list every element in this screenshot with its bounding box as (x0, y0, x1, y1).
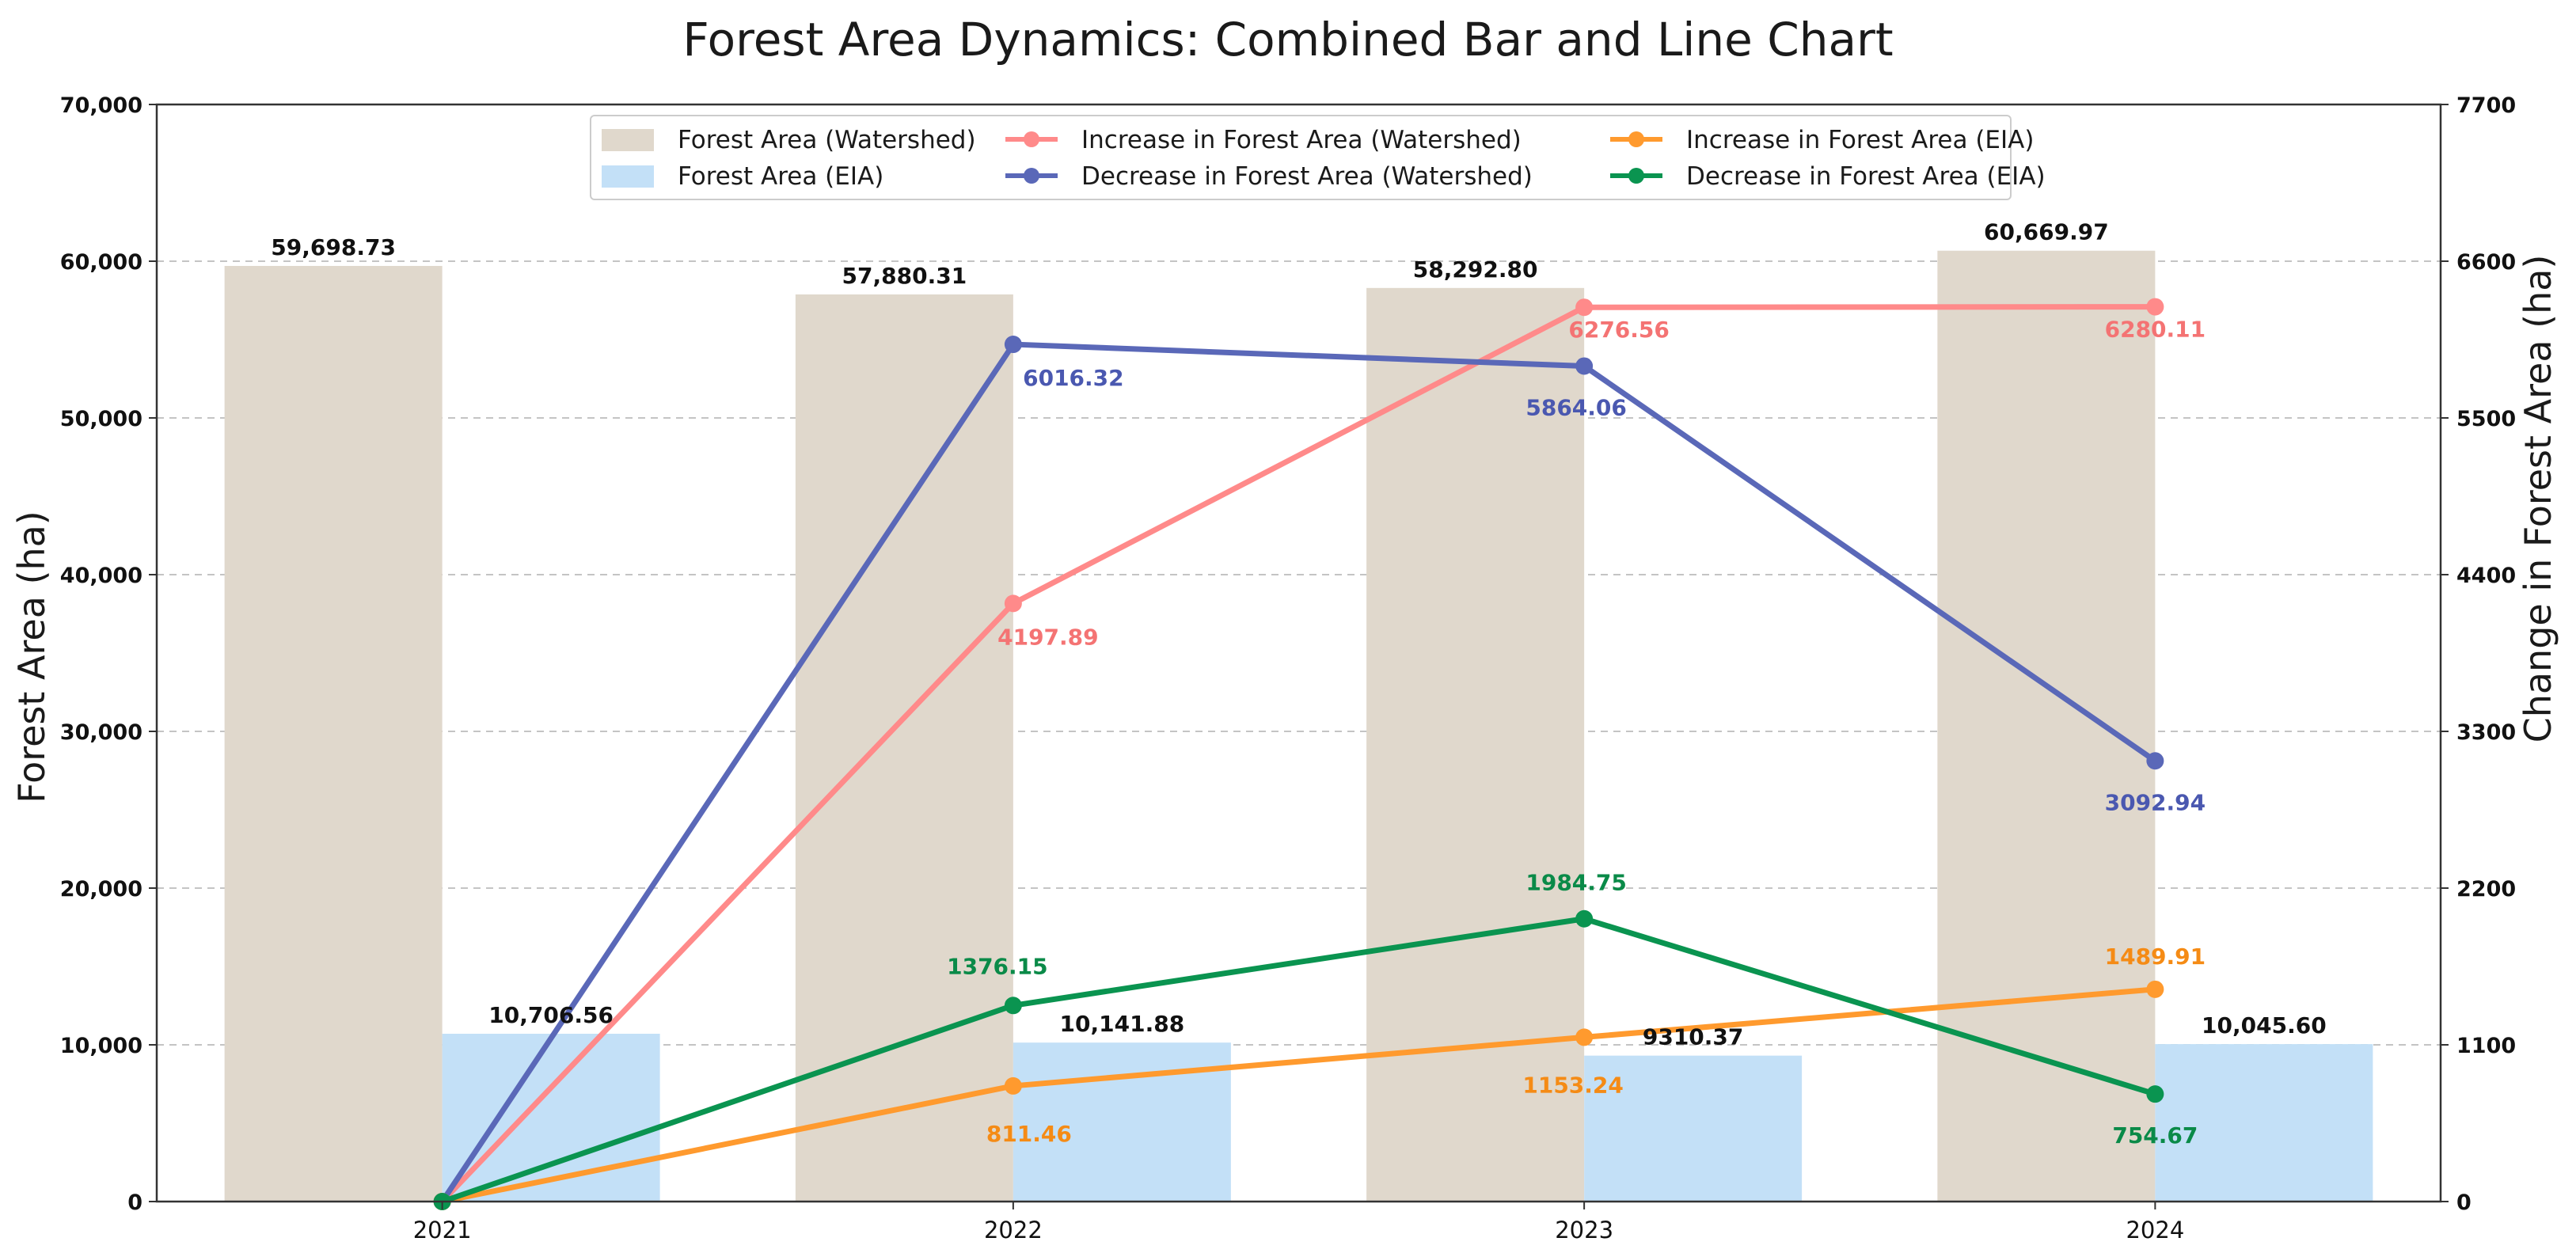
bar-value-label: 9310.37 (1643, 1024, 1744, 1050)
y-left-tick-label: 0 (127, 1190, 142, 1215)
series-point (2146, 752, 2164, 770)
y-left-tick-label: 50,000 (60, 407, 142, 431)
x-tick-label: 2021 (413, 1217, 472, 1244)
y-right-tick-label: 4400 (2456, 564, 2516, 588)
series-point (1004, 997, 1022, 1015)
series-line (441, 916, 2156, 1205)
bar-value-label: 58,292.80 (1413, 256, 1538, 283)
point-value-label: 6276.56 (1568, 317, 1670, 343)
point-value-label: 6016.32 (1023, 365, 1124, 391)
y-axis-left-title: Forest Area (ha) (10, 511, 53, 803)
legend-swatch (602, 129, 654, 151)
x-tick-label: 2024 (2126, 1217, 2184, 1244)
bar-value-label: 60,669.97 (1984, 219, 2109, 245)
y-left-tick-label: 10,000 (60, 1034, 142, 1058)
data-labels: 59,698.73 57,880.31 58,292.80 60,669.97 10,7… (271, 219, 2326, 1149)
series-point (2146, 980, 2164, 998)
legend-swatch-marker (1628, 168, 1644, 184)
bar (1584, 1055, 1803, 1202)
point-value-label: 3092.94 (2105, 789, 2206, 815)
legend-label: Decrease in Forest Area (EIA) (1686, 162, 2046, 191)
y-right-tick-label: 5500 (2456, 407, 2516, 431)
plot-frame (155, 103, 2442, 1203)
bar-value-label: 10,141.88 (1060, 1011, 1185, 1037)
y-right-tick-label: 6600 (2456, 250, 2516, 275)
series-point (1004, 336, 1022, 354)
series-point (1575, 357, 1594, 375)
series-point (1575, 909, 1594, 928)
bar-value-label: 10,706.56 (488, 1002, 614, 1028)
legend-swatch (602, 165, 654, 188)
series-point (2146, 298, 2164, 316)
point-value-label: 1984.75 (1525, 870, 1627, 896)
point-value-label: 1376.15 (947, 953, 1048, 979)
series-point (1004, 594, 1022, 613)
y-axis-right-title: Change in Forest Area (ha) (2517, 255, 2559, 743)
series-point (1575, 298, 1594, 317)
y-left-tick-label: 30,000 (60, 720, 142, 745)
bar (2155, 1044, 2373, 1202)
point-value-label: 1489.91 (2105, 944, 2206, 970)
bar (224, 265, 443, 1202)
series-point (2146, 1085, 2164, 1103)
y-right-tick-label: 0 (2456, 1190, 2472, 1215)
x-tick-label: 2023 (1555, 1217, 1613, 1244)
legend-label: Decrease in Forest Area (Watershed) (1081, 162, 1533, 191)
legend-box (590, 115, 2012, 200)
series-line (440, 304, 2156, 1204)
point-value-label: 754.67 (2112, 1122, 2198, 1149)
bar (442, 1034, 660, 1202)
series-line (439, 341, 2157, 1203)
legend-label: Forest Area (Watershed) (678, 126, 976, 154)
bar-value-label: 57,880.31 (842, 263, 967, 289)
lines (433, 298, 2164, 1210)
bar (1366, 287, 1585, 1202)
legend-swatch-marker (1024, 131, 1039, 147)
y-right-tick-label: 3300 (2456, 720, 2516, 745)
y-left-tick-label: 60,000 (60, 250, 142, 275)
legend: Forest Area (Watershed) Forest Area (EIA)… (590, 115, 2046, 200)
axes: 0 10,000 20,000 30,000 40,000 50,000 60,000 70,… (60, 93, 2516, 1244)
series-point (1004, 1076, 1022, 1095)
bar (795, 294, 1013, 1202)
point-value-label: 1153.24 (1522, 1072, 1624, 1098)
y-right-tick-label: 1100 (2456, 1034, 2516, 1058)
legend-label: Increase in Forest Area (Watershed) (1081, 126, 1522, 154)
y-left-tick-label: 40,000 (60, 564, 142, 588)
bar-value-label: 10,045.60 (2202, 1012, 2327, 1038)
point-value-label: 5864.06 (1525, 394, 1627, 420)
point-value-label: 811.46 (986, 1121, 1072, 1147)
bar-value-label: 59,698.73 (271, 234, 396, 260)
y-right-tick-label: 7700 (2456, 93, 2516, 118)
legend-swatch-marker (1024, 168, 1039, 184)
x-tick-label: 2022 (984, 1217, 1043, 1244)
y-left-tick-label: 20,000 (60, 877, 142, 902)
y-left-tick-label: 70,000 (60, 93, 142, 118)
legend-swatch-marker (1628, 131, 1644, 147)
point-value-label: 4197.89 (997, 624, 1099, 650)
y-right-tick-label: 2200 (2456, 877, 2516, 902)
legend-label: Forest Area (EIA) (678, 162, 883, 191)
legend-label: Increase in Forest Area (EIA) (1686, 126, 2034, 154)
series-point (1575, 1028, 1594, 1046)
point-value-label: 6280.11 (2105, 317, 2206, 343)
series-line (441, 986, 2156, 1205)
chart-title: Forest Area Dynamics: Combined Bar and L… (682, 13, 1893, 66)
bar (1937, 250, 2156, 1202)
